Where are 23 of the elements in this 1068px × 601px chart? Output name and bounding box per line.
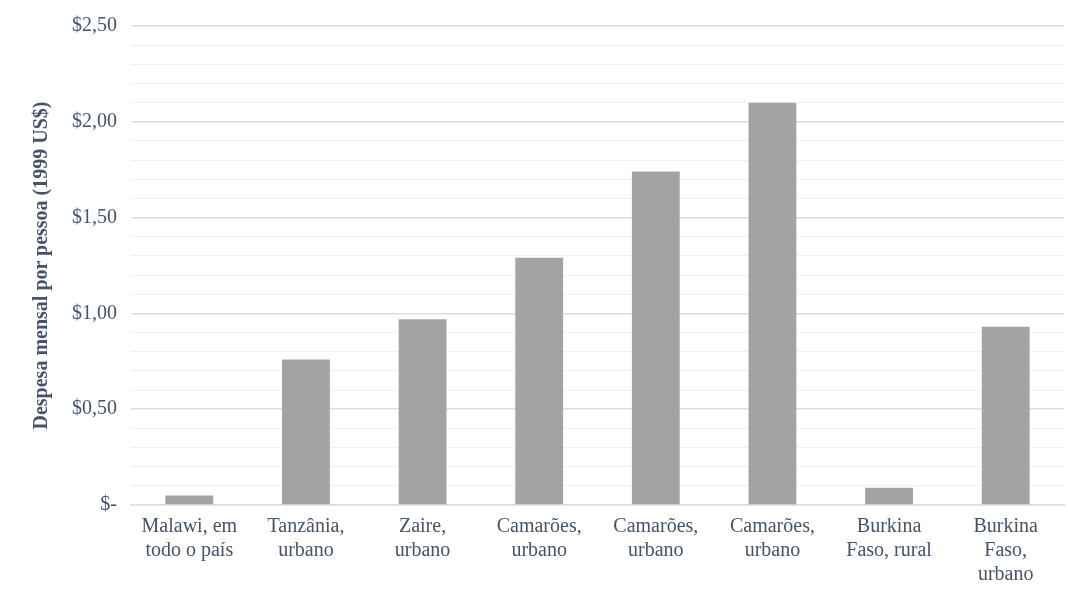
bar <box>515 257 564 505</box>
y-tick-label: $2,00 <box>72 109 117 132</box>
y-tick-label: $2,50 <box>72 13 117 36</box>
y-tick-label: $1,50 <box>72 204 117 227</box>
x-tick-label: Zaire, urbano <box>394 514 451 561</box>
y-tick-label: $- <box>100 492 117 515</box>
x-tick-label: Camarões, urbano <box>729 514 815 561</box>
y-axis-title: Despesa mensal por pessoa (1999 US$) <box>29 101 53 430</box>
x-tick-label: Burkina Faso, urbano <box>973 514 1039 585</box>
x-tick-label: Burkina Faso, rural <box>846 514 933 561</box>
bar <box>981 326 1030 505</box>
x-tick-label: Camarões, urbano <box>496 514 582 561</box>
bar <box>865 487 913 505</box>
x-tick-label: Camarões, urbano <box>613 514 699 561</box>
y-tick-label: $0,50 <box>72 396 117 419</box>
bar <box>165 495 214 505</box>
x-tick-label: Malawi, em todo o país <box>141 514 238 562</box>
y-tick-label: $1,00 <box>72 300 117 323</box>
bar <box>748 102 797 505</box>
bar <box>631 171 680 505</box>
bar <box>398 319 447 505</box>
x-tick-label: Tanzânia, urbano <box>267 514 345 561</box>
bar <box>282 359 330 505</box>
